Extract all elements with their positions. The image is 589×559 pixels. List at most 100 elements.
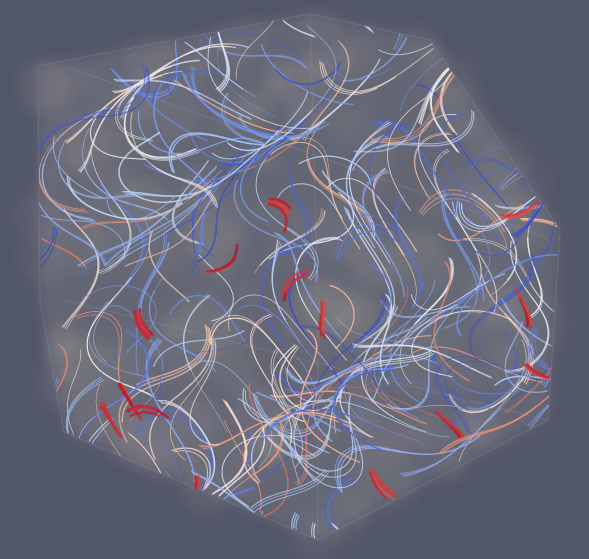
haze-blob — [292, 276, 336, 320]
haze-blob — [266, 65, 291, 90]
streamline — [438, 112, 500, 242]
streamline — [124, 200, 168, 329]
streamline — [334, 525, 339, 529]
streamline — [371, 74, 455, 144]
streamline — [260, 44, 354, 106]
streamline — [374, 320, 419, 419]
streamline — [253, 472, 329, 513]
streamline — [142, 384, 181, 480]
hot-streamline — [285, 273, 311, 291]
streamline — [417, 259, 454, 322]
streamline — [148, 337, 213, 460]
streamline — [435, 356, 499, 434]
streamline — [272, 242, 289, 325]
streamline — [277, 386, 446, 420]
streamline — [367, 26, 373, 33]
streamline — [109, 39, 180, 102]
streamline — [277, 183, 343, 219]
streamline — [255, 146, 316, 280]
streamline — [38, 66, 150, 154]
streamline — [271, 390, 428, 425]
streamline — [66, 219, 100, 330]
hot-streamline — [193, 475, 198, 489]
streamline — [443, 147, 503, 221]
streamline — [353, 73, 444, 153]
streamline — [297, 364, 362, 487]
streamline — [186, 43, 256, 97]
hot-streamline — [434, 408, 465, 438]
hot-streamline — [371, 473, 395, 500]
streamline — [59, 171, 134, 198]
streamline — [310, 193, 355, 245]
hot-streamline — [434, 410, 461, 439]
streamline — [379, 287, 480, 346]
hot-streamline — [267, 202, 288, 233]
haze-blob — [19, 59, 75, 115]
streamline — [218, 427, 266, 497]
streamline — [104, 193, 207, 266]
streamline — [399, 57, 443, 112]
streamline — [460, 157, 526, 181]
streamline — [233, 179, 319, 283]
streamline — [304, 42, 350, 142]
streamline — [237, 304, 319, 367]
streamline — [170, 133, 252, 174]
streamline — [280, 394, 354, 472]
streamline — [189, 340, 220, 446]
streamline — [199, 131, 268, 258]
streamline — [530, 405, 550, 429]
streamline — [392, 33, 401, 50]
streamline — [124, 196, 214, 267]
streamline — [55, 377, 58, 384]
streamline — [390, 292, 473, 411]
streamline — [40, 237, 87, 269]
streamline — [286, 347, 335, 403]
streamline — [337, 230, 422, 310]
hot-streamline — [133, 310, 150, 341]
streamline — [92, 159, 132, 275]
box-edge — [37, 65, 41, 301]
hot-streamline — [368, 471, 387, 499]
streamline — [78, 230, 150, 276]
streamline — [79, 59, 200, 173]
streamline — [297, 358, 369, 437]
streamline — [319, 60, 378, 95]
streamline — [512, 364, 551, 399]
streamline — [266, 433, 329, 457]
streamline — [277, 431, 364, 489]
streamline — [123, 112, 200, 161]
streamline — [224, 488, 256, 500]
streamline — [334, 368, 397, 452]
haze-blob — [436, 450, 470, 483]
streamline — [460, 196, 536, 227]
streamline — [92, 323, 135, 394]
streamline — [108, 189, 213, 268]
streamline — [251, 315, 280, 399]
box-edge — [309, 13, 319, 301]
streamline — [336, 317, 494, 380]
streamline — [329, 284, 355, 349]
streamline — [191, 148, 247, 274]
streamline — [211, 401, 248, 495]
streamline — [441, 72, 458, 136]
streamline — [282, 20, 317, 38]
streamline — [65, 376, 101, 433]
streamline — [228, 294, 333, 371]
hot-streamline — [267, 200, 289, 215]
streamline — [275, 61, 341, 85]
streamline — [333, 214, 407, 258]
streamline — [216, 44, 276, 117]
streamline — [529, 326, 550, 371]
streamline — [310, 522, 314, 537]
streamline — [67, 349, 82, 435]
streamline — [500, 172, 520, 189]
streamline — [55, 378, 60, 388]
box-edge — [547, 229, 561, 421]
streamline — [376, 111, 475, 149]
streamline — [441, 406, 537, 455]
streamline — [313, 293, 386, 397]
streamline — [502, 175, 523, 190]
streamline — [221, 92, 265, 144]
